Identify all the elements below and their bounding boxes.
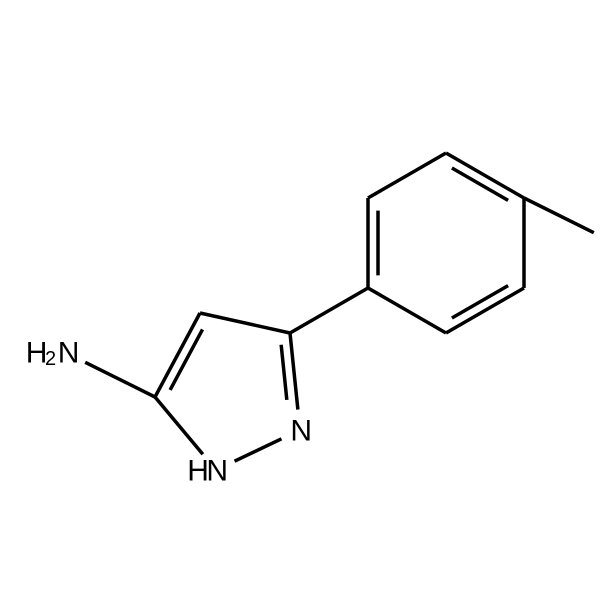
molecule-diagram: H2NHNNCl (0, 0, 600, 600)
atom-label: N (290, 415, 312, 448)
bond (524, 198, 594, 233)
bond (281, 345, 287, 400)
bond (155, 313, 200, 397)
bond (155, 397, 203, 454)
bond (235, 439, 282, 461)
bond (290, 288, 368, 333)
bond (290, 333, 298, 410)
atom-label: 2 (45, 348, 56, 370)
bond (368, 153, 446, 198)
bond (85, 362, 155, 397)
atom-label: N (206, 455, 228, 488)
bond (368, 288, 446, 333)
bond (446, 153, 524, 198)
bond (446, 288, 524, 333)
atom-label: N (58, 337, 80, 370)
bond (200, 313, 290, 333)
